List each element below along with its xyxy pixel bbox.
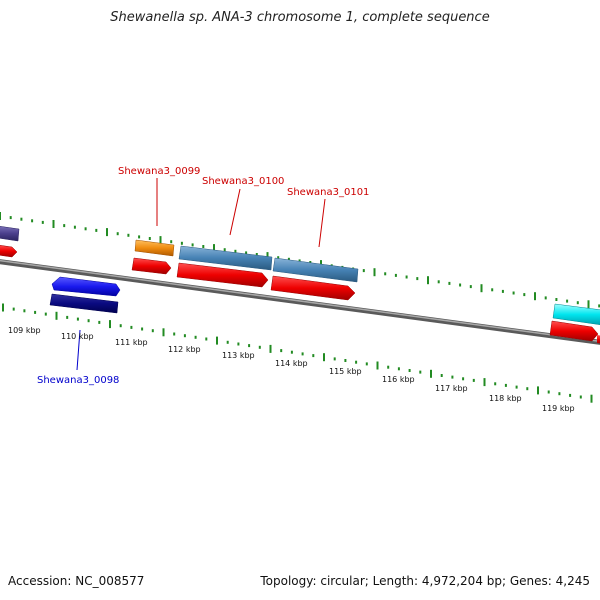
scale-label: 115 kbp	[329, 367, 362, 376]
gene-shewana3-0101-box[interactable]	[272, 257, 359, 283]
gene-shewana3-0098-arrow[interactable]	[51, 276, 121, 297]
gene-shewana3-0098-box	[49, 293, 119, 314]
scale-label: 118 kbp	[489, 394, 522, 403]
cds-red-partial-left	[0, 245, 18, 258]
inner-tick-track	[2, 303, 593, 403]
gene-label-shewana3-0098[interactable]: Shewana3_0098	[37, 375, 119, 386]
scale-label: 116 kbp	[382, 375, 415, 384]
gene-shewana3-0100-cds	[176, 262, 269, 288]
cds-red-partial-right	[549, 320, 600, 344]
scale-label: 109 kbp	[8, 326, 41, 335]
gene-shewana3-0099-box[interactable]	[134, 239, 175, 257]
gene-shewana3-0100-box[interactable]	[178, 245, 273, 271]
gene-shewana3-0101-cds	[270, 275, 356, 301]
scale-label: 113 kbp	[222, 351, 255, 360]
scale-label: 117 kbp	[435, 384, 468, 393]
scale-labels: 109 kbp 110 kbp 111 kbp 112 kbp 113 kbp …	[8, 326, 575, 413]
scale-label: 110 kbp	[61, 332, 94, 341]
outer-tick-track	[0, 212, 600, 309]
feature-purple-partial	[0, 226, 20, 242]
label-leaders	[76, 178, 326, 371]
scale-label: 111 kbp	[115, 338, 148, 347]
map-title: Shewanella sp. ANA-3 chromosome 1, compl…	[110, 10, 490, 25]
scale-label: 119 kbp	[542, 404, 575, 413]
feature-cyan-partial	[552, 303, 600, 325]
gene-shewana3-0099-cds	[131, 257, 172, 275]
scale-label: 112 kbp	[168, 345, 201, 354]
gene-label-shewana3-0099[interactable]: Shewana3_0099	[118, 166, 200, 177]
accession-text: Accession: NC_008577	[8, 574, 145, 588]
gene-label-shewana3-0100[interactable]: Shewana3_0100	[202, 176, 284, 187]
chromosome-backbone	[0, 259, 600, 345]
scale-label: 114 kbp	[275, 359, 308, 368]
sequence-summary: Topology: circular; Length: 4,972,204 bp…	[260, 574, 590, 588]
gene-label-shewana3-0101[interactable]: Shewana3_0101	[287, 187, 369, 198]
